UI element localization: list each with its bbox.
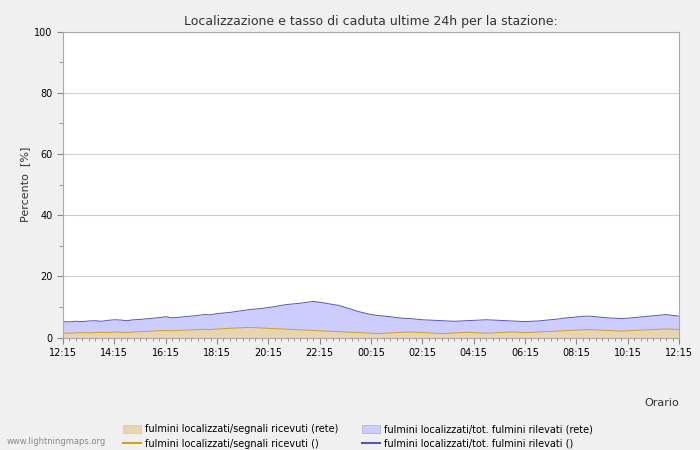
Title: Localizzazione e tasso di caduta ultime 24h per la stazione:: Localizzazione e tasso di caduta ultime … — [184, 14, 558, 27]
Legend: fulmini localizzati/segnali ricevuti (rete), fulmini localizzati/segnali ricevut: fulmini localizzati/segnali ricevuti (re… — [123, 424, 593, 449]
Text: Orario: Orario — [644, 398, 679, 408]
Text: www.lightningmaps.org: www.lightningmaps.org — [7, 436, 106, 446]
Y-axis label: Percento  [%]: Percento [%] — [20, 147, 30, 222]
